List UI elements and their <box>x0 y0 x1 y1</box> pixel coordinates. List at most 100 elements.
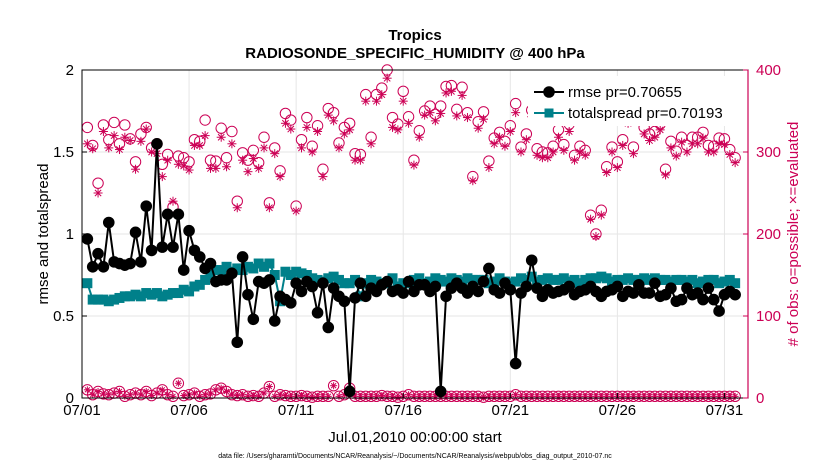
obs-evaluated-point <box>543 153 553 163</box>
rmse-point <box>268 315 281 327</box>
obs-evaluated-point-low <box>731 392 739 400</box>
obs-possible-point <box>226 125 238 138</box>
asterisk-stroke <box>330 117 338 125</box>
legend-spread-marker <box>544 108 554 118</box>
rmse-point <box>509 357 522 370</box>
asterisk-stroke <box>651 133 659 141</box>
rmse-point <box>161 208 174 221</box>
asterisk-stroke <box>410 161 418 169</box>
asterisk-stroke <box>127 391 133 398</box>
obs-evaluated-point <box>163 155 173 165</box>
obs-evaluated-point <box>323 110 333 120</box>
rmse-point <box>193 251 206 263</box>
obs-evaluated-point-low <box>126 391 134 399</box>
obs-evaluated-point-low <box>324 392 332 400</box>
obs-evaluated-point <box>693 139 703 149</box>
asterisk-stroke <box>138 391 144 398</box>
rmse-point <box>649 277 661 290</box>
obs-possible-point <box>258 131 270 143</box>
obs-evaluated-point <box>98 127 108 136</box>
obs-possible-point <box>119 119 131 131</box>
obs-evaluated-point <box>377 90 387 100</box>
asterisk-stroke <box>453 112 461 120</box>
obs-evaluated-point <box>446 86 456 96</box>
asterisk-stroke <box>694 140 702 148</box>
asterisk-stroke <box>265 204 273 212</box>
obs-evaluated-point-low <box>169 392 177 400</box>
obs-evaluated-point <box>479 114 489 124</box>
obs-evaluated-point <box>666 143 676 153</box>
asterisk-stroke <box>143 388 150 395</box>
rmse-point <box>349 292 361 304</box>
asterisk-stroke <box>437 109 445 117</box>
asterisk-stroke <box>330 382 337 389</box>
rmse-point <box>311 306 324 319</box>
rmse-point <box>504 283 517 296</box>
asterisk-stroke <box>324 111 332 119</box>
obs-evaluated-point-low <box>89 391 97 399</box>
rmse-point <box>317 277 329 290</box>
asterisk-stroke <box>480 394 487 400</box>
asterisk-stroke <box>469 177 477 185</box>
asterisk-stroke <box>154 390 160 396</box>
asterisk-stroke <box>309 394 316 400</box>
rmse-point <box>611 280 624 293</box>
rmse-point <box>525 254 538 267</box>
rmse-point <box>520 280 533 293</box>
x-tick-label: 07/01 <box>63 402 101 419</box>
asterisk-stroke <box>142 125 150 133</box>
obs-evaluated-point <box>570 155 580 165</box>
obs-evaluated-point <box>200 131 210 141</box>
obs-evaluated-point <box>607 147 617 157</box>
asterisk-stroke <box>201 132 209 140</box>
asterisk-stroke <box>356 156 364 164</box>
asterisk-stroke <box>533 151 541 159</box>
x-tick-label: 07/26 <box>599 402 637 419</box>
asterisk-stroke <box>229 391 235 398</box>
rmse-point <box>102 216 115 229</box>
obs-evaluated-point-low <box>255 392 263 400</box>
asterisk-stroke <box>431 117 439 125</box>
obs-evaluated-point-low <box>405 391 413 399</box>
x-tick-label: 07/21 <box>492 402 530 419</box>
obs-evaluated-point <box>452 111 462 121</box>
rmse-point <box>226 267 238 280</box>
asterisk-stroke <box>233 204 241 212</box>
obs-evaluated-point <box>505 127 515 136</box>
obs-evaluated-point <box>232 203 242 213</box>
asterisk-stroke <box>244 168 252 176</box>
obs-evaluated-point <box>698 133 708 143</box>
asterisk-stroke <box>554 133 562 141</box>
x-axis-label: Jul.01,2010 00:00:00 start <box>328 429 502 446</box>
asterisk-stroke <box>111 390 117 396</box>
asterisk-stroke <box>100 391 107 397</box>
asterisk-stroke <box>351 156 359 164</box>
rmse-point <box>713 305 725 317</box>
y-right-tick-label: 100 <box>756 308 781 325</box>
obs-evaluated-point <box>329 116 339 126</box>
asterisk-stroke <box>239 156 247 164</box>
asterisk-stroke <box>335 144 343 152</box>
x-tick-label: 07/31 <box>706 402 744 419</box>
asterisk-stroke <box>271 150 279 158</box>
obs-evaluated-point <box>671 151 681 161</box>
asterisk-stroke <box>704 148 712 156</box>
asterisk-stroke <box>426 109 434 117</box>
obs-evaluated-point-low <box>94 387 102 395</box>
y-tick-label: 1 <box>66 226 74 243</box>
obs-possible-point <box>295 134 308 146</box>
obs-evaluated-point-low <box>223 387 231 395</box>
obs-possible-point <box>263 380 276 393</box>
obs-evaluated-point-low <box>99 390 107 398</box>
asterisk-stroke <box>228 140 236 148</box>
asterisk-stroke <box>115 146 123 154</box>
rmse-point <box>151 138 163 150</box>
obs-evaluated-point <box>521 135 531 145</box>
obs-evaluated-point-low <box>276 391 284 399</box>
asterisk-stroke <box>164 156 172 164</box>
asterisk-stroke <box>202 391 208 398</box>
obs-evaluated-point <box>553 132 563 142</box>
obs-evaluated-point <box>275 172 285 182</box>
